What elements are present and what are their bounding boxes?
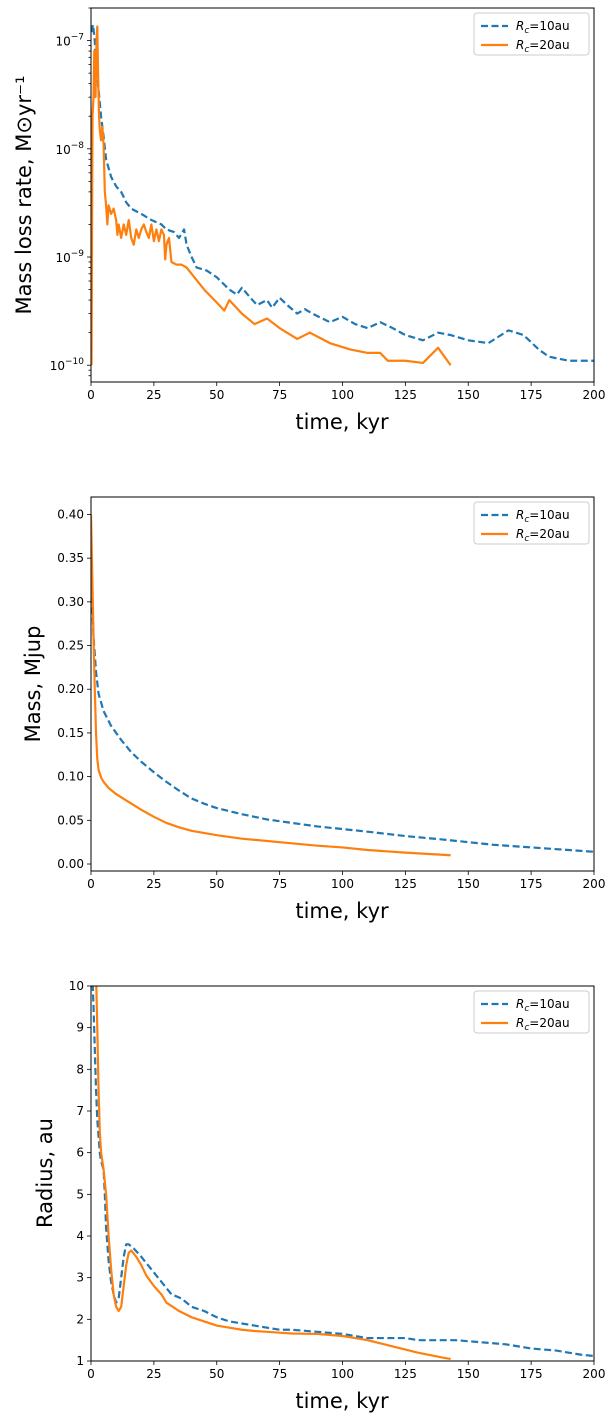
x-tick-label: 200 [583, 877, 606, 891]
mass-chart: 0 25 50 75 100 125 150 175 200 0.00 0.05 0.10 0.15 0… [21, 496, 606, 923]
x-tick-label: 25 [146, 1367, 161, 1381]
x-tick-label: 200 [583, 1367, 606, 1381]
series-line-2 [95, 986, 451, 1361]
x-tick-label: 25 [146, 388, 161, 402]
x-tick-label: 125 [394, 1367, 417, 1381]
x-tick-label: 0 [87, 388, 95, 402]
x-axis-label: time, kyr [295, 899, 389, 923]
y-tick-label: 10−8 [55, 141, 84, 157]
legend-entry-2: Rc=20au [516, 38, 570, 55]
legend: Rc=10au Rc=20au [473, 501, 590, 545]
legend-entry-1: Rc=10au [516, 508, 570, 525]
series-line-2 [91, 514, 451, 857]
x-tick-label: 75 [272, 388, 287, 402]
x-tick-label: 50 [209, 877, 224, 891]
legend: Rc=10au Rc=20au [473, 12, 590, 56]
x-tick-label: 100 [331, 1367, 354, 1381]
y-tick-label: 3 [76, 1271, 84, 1285]
x-tick-label: 0 [87, 1367, 95, 1381]
radius-chart: 0 25 50 75 100 125 150 175 200 1 2 3 4 5 6 7 8 9 10 time,… [33, 979, 606, 1413]
y-tick-label: 5 [76, 1187, 84, 1201]
y-tick-label: 10−9 [55, 249, 84, 265]
x-tick-label: 25 [146, 877, 161, 891]
y-tick-label: 8 [76, 1062, 84, 1076]
y-tick-label: 10 [69, 979, 84, 993]
x-axis-label: time, kyr [295, 410, 389, 434]
legend-entry-1: Rc=10au [516, 19, 570, 36]
legend-entry-2: Rc=20au [516, 527, 570, 544]
x-tick-label: 125 [394, 388, 417, 402]
y-tick-label: 0.15 [57, 726, 84, 740]
x-tick-label: 0 [87, 877, 95, 891]
y-tick-label: 0.25 [57, 639, 84, 653]
series-line-2 [91, 25, 452, 366]
x-tick-label: 175 [520, 1367, 543, 1381]
y-tick-label: 0.20 [57, 682, 84, 696]
y-tick-label: 0.00 [57, 857, 84, 871]
series-line-1 [91, 23, 594, 362]
x-tick-label: 50 [209, 1367, 224, 1381]
x-tick-label: 150 [457, 1367, 480, 1381]
x-tick-label: 50 [209, 388, 224, 402]
x-tick-label: 150 [457, 388, 480, 402]
x-tick-label: 100 [331, 388, 354, 402]
y-tick-label: 0.05 [57, 813, 84, 827]
mass-loss-rate-chart: 0 25 50 75 100 125 150 175 200 10−10 10−9 10−8 10−7… [12, 7, 606, 434]
x-tick-label: 75 [272, 1367, 287, 1381]
y-tick-label: 4 [76, 1229, 84, 1243]
x-tick-label: 200 [583, 388, 606, 402]
x-tick-label: 100 [331, 877, 354, 891]
y-axis-label: Mass loss rate, M⊙yr⁻¹ [12, 75, 36, 314]
legend-entry-2: Rc=20au [516, 1016, 570, 1033]
y-tick-label: 7 [76, 1104, 84, 1118]
x-axis-label: time, kyr [295, 1389, 389, 1413]
x-tick-label: 175 [520, 388, 543, 402]
x-tick-label: 150 [457, 877, 480, 891]
y-tick-label: 10−10 [50, 357, 85, 373]
y-tick-label: 6 [76, 1146, 84, 1160]
y-axis-label: Mass, Mjup [21, 626, 45, 743]
y-tick-label: 1 [76, 1354, 84, 1368]
y-tick-label: 9 [76, 1021, 84, 1035]
x-tick-label: 75 [272, 877, 287, 891]
y-tick-label: 0.10 [57, 770, 84, 784]
series-line-1 [91, 575, 594, 853]
x-tick-label: 175 [520, 877, 543, 891]
legend-entry-1: Rc=10au [516, 997, 570, 1014]
x-tick-label: 125 [394, 877, 417, 891]
y-tick-label: 2 [76, 1312, 84, 1326]
y-tick-label: 0.30 [57, 595, 84, 609]
y-tick-label: 0.35 [57, 551, 84, 565]
y-axis-label: Radius, au [33, 1118, 57, 1228]
y-tick-label: 0.40 [57, 507, 84, 521]
legend: Rc=10au Rc=20au [473, 990, 590, 1034]
y-tick-label: 10−7 [55, 33, 84, 49]
